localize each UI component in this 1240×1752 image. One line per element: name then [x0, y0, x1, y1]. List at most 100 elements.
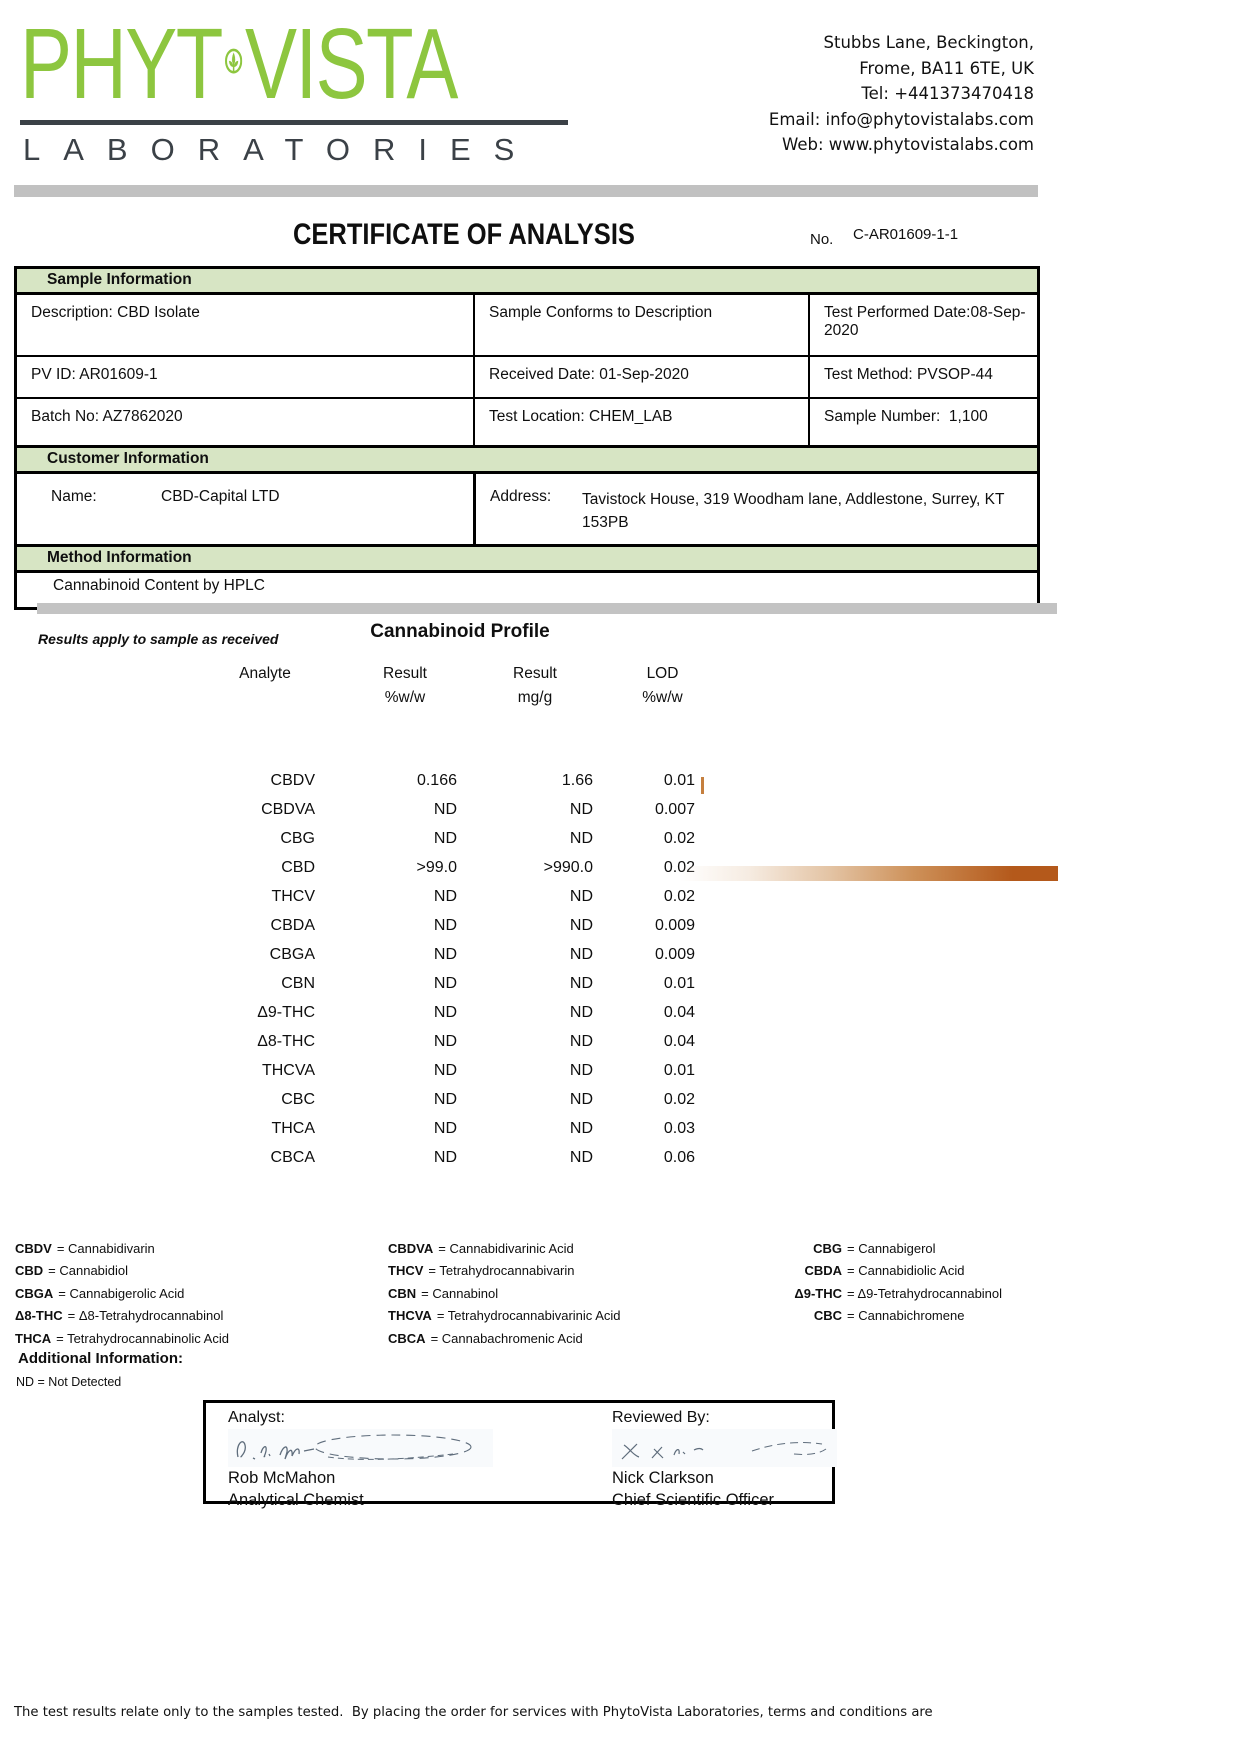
sample-number: Sample Number: 1,100 — [808, 399, 1037, 445]
analyte-cell: THCA — [271, 1119, 315, 1137]
lod-cell: 0.02 — [663, 1090, 695, 1108]
legend-item: CBGA = Cannabigerolic Acid — [15, 1283, 229, 1305]
table-row: THCV ND ND 0.02 — [0, 882, 720, 911]
customer-info-header: Customer Information — [17, 445, 1037, 474]
legend-abbr: THCA — [15, 1330, 52, 1346]
sample-info-header: Sample Information — [17, 269, 1037, 295]
result-pct-cell: 0.166 — [416, 771, 457, 789]
lod-cell: 0.009 — [654, 916, 695, 934]
analyst-title: Analytical Chemist — [228, 1491, 364, 1509]
result-mgg-cell: ND — [569, 1061, 593, 1079]
column-header-analyte: Analyte — [239, 665, 291, 682]
legend-desc: = Tetrahydrocannabivarin — [428, 1263, 575, 1279]
sample-conforms: Sample Conforms to Description — [473, 295, 808, 355]
legend-abbr: THCVA — [388, 1308, 432, 1324]
table-row: CBC ND ND 0.02 — [0, 1085, 720, 1114]
leaf-icon — [224, 48, 243, 74]
contact-address-line1: Stubbs Lane, Beckington, — [823, 33, 1034, 52]
customer-address-label: Address: — [490, 488, 552, 505]
legend-abbr: CBDV — [15, 1241, 52, 1256]
legend-item: Δ9-THC = Δ9-Tetrahydrocannabinol — [730, 1283, 1002, 1305]
legend-desc: = Cannabigerolic Acid — [58, 1285, 185, 1301]
orange-tick-mark — [701, 777, 704, 794]
analyst-signature — [228, 1429, 493, 1467]
analyte-cell: THCVA — [261, 1061, 315, 1079]
result-mgg-cell: ND — [569, 887, 593, 905]
footer-disclaimer: The test results relate only to the samp… — [14, 1658, 1229, 1752]
legend-abbr: CBG — [813, 1241, 842, 1256]
result-pct-cell: ND — [433, 1061, 457, 1079]
logo-divider — [20, 120, 568, 125]
table-row: CBDV 0.166 1.66 0.01 — [0, 766, 720, 795]
reviewer-label: Reviewed By: — [612, 1409, 710, 1426]
section-separator-bar — [37, 603, 1057, 614]
table-row: Δ9-THC ND ND 0.04 — [0, 998, 720, 1027]
logo-text-vista: VISTA — [244, 8, 458, 120]
lod-cell: 0.007 — [654, 800, 695, 818]
legend-desc: = Δ9-Tetrahydrocannabinol — [847, 1285, 1003, 1301]
table-row: Δ8-THC ND ND 0.04 — [0, 1027, 720, 1056]
legend-abbr: CBDA — [804, 1263, 842, 1279]
sample-info-row2: PV ID: AR01609-1 Received Date: 01-Sep-2… — [17, 357, 1037, 399]
analyst-name: Rob McMahon — [228, 1469, 336, 1487]
batch-no: Batch No: AZ7862020 — [31, 408, 183, 425]
legend-desc: = Cannabachromenic Acid — [430, 1330, 583, 1346]
lod-cell: 0.03 — [663, 1119, 695, 1137]
result-pct-cell: ND — [433, 974, 457, 992]
analyte-cell: Δ8-THC — [257, 1032, 315, 1050]
legend-desc: = Δ8-Tetrahydrocannabinol — [67, 1308, 224, 1324]
lod-cell: 0.01 — [663, 1061, 695, 1079]
result-pct-cell: ND — [433, 916, 457, 934]
result-mgg-cell: ND — [569, 974, 593, 992]
lab-logo: PHYT VISTA LABORATORIES — [20, 10, 580, 168]
lod-cell: 0.06 — [663, 1148, 695, 1166]
lod-cell: 0.01 — [663, 974, 695, 992]
info-table: Sample Information Description: CBD Isol… — [14, 266, 1040, 610]
lod-cell: 0.02 — [663, 887, 695, 905]
additional-info-title: Additional Information: — [18, 1350, 183, 1367]
legend-abbr: THCV — [388, 1263, 424, 1279]
reviewer-signature — [612, 1429, 837, 1467]
column-header-result-mgg: Result mg/g — [513, 665, 557, 706]
profile-table: CBDV 0.166 1.66 0.01 CBDVA ND ND 0.007 C… — [0, 766, 720, 1172]
table-row: CBG ND ND 0.02 — [0, 824, 720, 853]
result-pct-cell: ND — [433, 800, 457, 818]
certificate-no-label: No. — [810, 231, 834, 248]
result-mgg-cell: ND — [569, 1032, 593, 1050]
legend-desc: = Tetrahydrocannabivarinic Acid — [436, 1308, 621, 1324]
analyte-cell: CBD — [281, 858, 315, 876]
result-mgg-cell: ND — [569, 916, 593, 934]
legend-item: CBDV = Cannabidivarin — [15, 1238, 229, 1260]
result-pct-cell: ND — [433, 829, 457, 847]
legend-abbr: CBD — [15, 1263, 44, 1279]
analyte-cell: CBDVA — [261, 800, 315, 818]
test-performed-date: Test Performed Date:08-Sep-2020 — [808, 295, 1037, 355]
cbd-gradient-bar — [680, 866, 1058, 881]
column-header-lod: LOD %w/w — [642, 665, 683, 706]
profile-title: Cannabinoid Profile — [370, 621, 550, 642]
result-mgg-cell: ND — [569, 1003, 593, 1021]
result-mgg-cell: ND — [569, 1148, 593, 1166]
logo-wordmark: PHYT VISTA — [20, 8, 458, 120]
legend-column-1: CBDV = Cannabidivarin CBD = Cannabidiol CB… — [15, 1238, 229, 1350]
customer-address-value: Tavistock House, 319 Woodham lane, Addle… — [582, 491, 1005, 531]
certificate-title: CERTIFICATE OF ANALYSIS — [293, 218, 635, 251]
customer-name-cell: Name: CBD-Capital LTD — [17, 474, 473, 544]
legend-item: Δ8-THC = Δ8-Tetrahydrocannabinol — [15, 1305, 229, 1327]
legend-desc: = Cannabidivarin — [56, 1241, 155, 1256]
logo-subtitle: LABORATORIES — [23, 132, 538, 167]
table-row: CBD >99.0 >990.0 0.02 — [0, 853, 720, 882]
analyst-label: Analyst: — [228, 1409, 285, 1426]
analyte-cell: CBG — [280, 829, 315, 847]
reviewer-title: Chief Scientific Officer — [612, 1491, 775, 1509]
legend-item: CBDA = Cannabidiolic Acid — [730, 1260, 1002, 1282]
lod-cell: 0.01 — [663, 771, 695, 789]
table-row: THCVA ND ND 0.01 — [0, 1056, 720, 1085]
result-pct-cell: ND — [433, 887, 457, 905]
contact-email: Email: info@phytovistalabs.com — [768, 109, 1034, 129]
legend-item: THCA = Tetrahydrocannabinolic Acid — [15, 1328, 229, 1350]
method-info-value: Cannabinoid Content by HPLC — [53, 577, 265, 594]
table-row: CBN ND ND 0.01 — [0, 969, 720, 998]
legend-desc: = Cannabidiolic Acid — [847, 1263, 965, 1279]
legend-item: THCVA = Tetrahydrocannabivarinic Acid — [388, 1305, 621, 1327]
